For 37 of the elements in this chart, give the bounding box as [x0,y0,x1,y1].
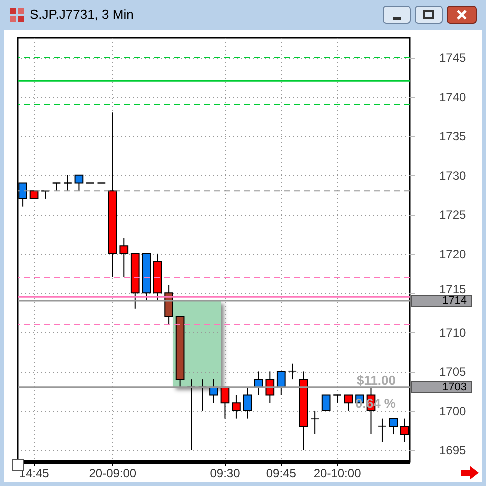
y-tick-label: 1715 [440,282,467,297]
ref-line-label: 1714 [442,295,467,308]
y-tick-label: 1730 [440,168,467,183]
y-tick-label: 1705 [440,365,467,380]
candlestick [322,394,331,412]
y-tick-label: 1710 [440,326,467,340]
candlestick [276,371,286,396]
candlestick [243,386,252,420]
ref-line-label: 1703 [442,381,467,394]
x-tick-label: 14:45 [19,466,50,480]
candlestick [120,238,129,278]
y-tick-label: 1695 [440,444,467,458]
y-tick-label: 1735 [440,130,467,144]
candlestick [74,174,84,192]
x-tick-label: 20-09:00 [89,466,137,480]
annotation: 0.64 % [356,396,396,411]
annotation: $11.00 [356,373,396,388]
candlestick [334,394,342,404]
y-tick-label: 1740 [440,90,467,104]
candlestick [378,418,386,443]
candlestick [220,386,230,420]
candlestick [232,394,241,420]
candlestick [311,410,320,436]
candlestick [389,418,398,436]
x-tick-label: 20-10:00 [314,466,362,480]
y-tick-label: 1745 [440,51,467,66]
y-tick-label: 1700 [440,404,467,418]
candlestick [210,379,218,404]
chart-title: S.JP.J7731, 3 Min [30,7,134,22]
x-tick-label: 09:30 [210,466,241,480]
candlestick [64,174,72,192]
candlestick [344,394,354,412]
x-tick-label: 09:45 [266,466,297,480]
y-tick-label: 1720 [440,247,467,262]
candlestick [266,371,275,404]
candlestick [288,363,297,380]
y-tick-label: 1725 [440,208,467,222]
